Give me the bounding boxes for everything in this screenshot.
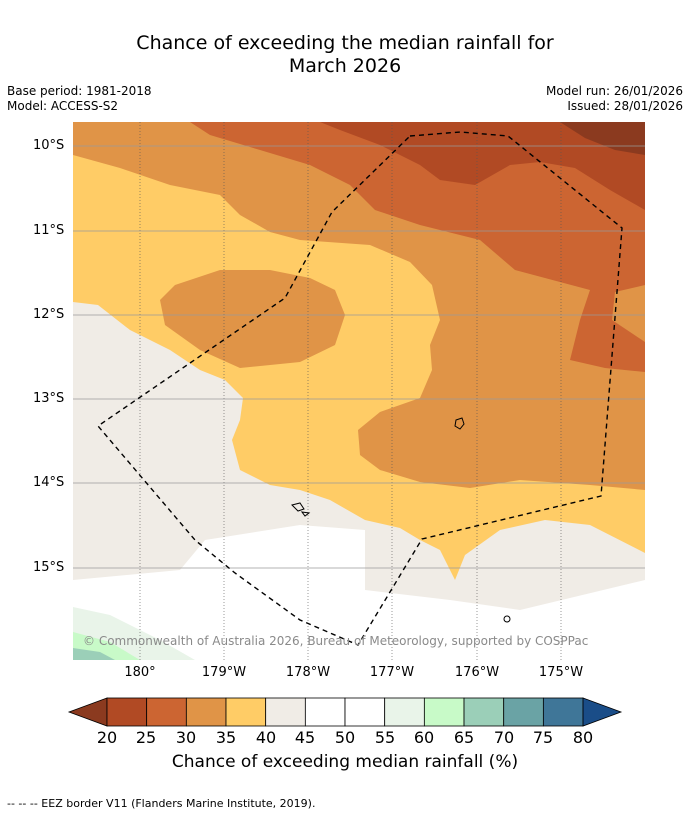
title-line-2: March 2026	[288, 55, 402, 77]
colorbar-tick: 70	[493, 728, 515, 747]
colorbar-cell	[423, 697, 465, 727]
region-35-40-blob	[160, 270, 345, 368]
lon-label: 180°	[124, 665, 156, 680]
copyright-credit: © Commonwealth of Australia 2026, Bureau…	[83, 634, 589, 648]
colorbar-cell	[146, 697, 187, 727]
colorbar-tick: 25	[135, 728, 157, 747]
base-period: Base period: 1981-2018	[7, 84, 152, 98]
lon-label: 178°W	[285, 665, 331, 680]
colorbar-tick: 35	[215, 728, 237, 747]
lon-label: 175°W	[538, 665, 584, 680]
colorbar-cell	[503, 697, 544, 727]
colorbar-cell	[106, 697, 148, 727]
colorbar-tick: 20	[96, 728, 118, 747]
region-30-35	[190, 122, 645, 372]
lat-label: 10°S	[33, 138, 65, 153]
island-outline	[300, 511, 311, 517]
colorbar-cell	[463, 697, 505, 727]
model-run: Model run: 26/01/2026	[545, 84, 683, 98]
colorbar-cell	[225, 697, 267, 727]
colorbar-label: Chance of exceeding median rainfall (%)	[171, 752, 519, 772]
colorbar-cells	[67, 697, 623, 727]
colorbar-cell	[384, 697, 425, 727]
colorbar-cell	[185, 697, 227, 727]
lat-label: 13°S	[33, 391, 65, 406]
region-50-55	[73, 525, 645, 660]
colorbar-tick: 80	[572, 728, 594, 747]
meta-right: Model run: 26/01/2026 Issued: 28/01/2026	[546, 84, 683, 114]
island-outline	[454, 417, 465, 430]
lat-label: 15°S	[33, 560, 65, 575]
island-outline	[291, 502, 305, 512]
colorbar-tick: 65	[453, 728, 475, 747]
model-name: Model: ACCESS-S2	[7, 99, 119, 113]
colorbar-tick: 30	[175, 728, 197, 747]
region-20-25	[560, 122, 645, 155]
title-line-1: Chance of exceeding the median rainfall …	[136, 32, 554, 54]
colorbar-cell	[304, 697, 346, 727]
lat-label: 12°S	[33, 307, 65, 322]
issued-date: Issued: 28/01/2026	[567, 99, 683, 113]
island-outline	[503, 615, 511, 623]
colorbar-tick: 40	[255, 728, 277, 747]
colorbar-tick: 60	[413, 728, 435, 747]
lat-label: 14°S	[33, 475, 65, 490]
map-title: Chance of exceeding the median rainfall …	[0, 32, 690, 78]
lon-label: 176°W	[454, 665, 500, 680]
graticule-parallels	[73, 145, 645, 569]
colorbar-arrow-high	[582, 697, 623, 727]
eez-footnote: -- -- -- EEZ border V11 (Flanders Marine…	[7, 797, 316, 810]
colorbar-tick: 55	[374, 728, 396, 747]
colorbar-tick: 45	[294, 728, 316, 747]
lat-label: 11°S	[33, 223, 65, 238]
lon-label: 179°W	[201, 665, 247, 680]
meta-left: Base period: 1981-2018 Model: ACCESS-S2	[7, 84, 152, 114]
region-65-70	[73, 648, 115, 660]
colorbar-arrow-low	[67, 697, 108, 727]
colorbar-cell	[344, 697, 386, 727]
colorbar-tick: 50	[334, 728, 356, 747]
colorbar-cell	[265, 697, 306, 727]
colorbar-cell	[542, 697, 584, 727]
lon-label: 177°W	[369, 665, 415, 680]
map-area	[73, 122, 645, 660]
colorbar-tick: 75	[532, 728, 554, 747]
